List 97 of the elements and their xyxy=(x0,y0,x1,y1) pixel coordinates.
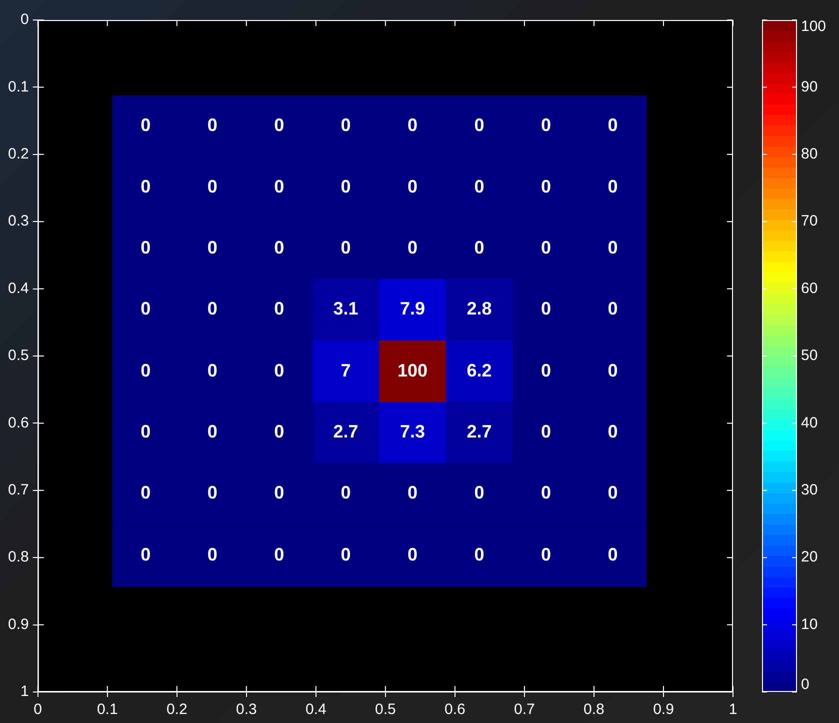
color-bar-label: 40 xyxy=(801,414,818,432)
y-tick-label: 0 xyxy=(20,11,29,28)
data-label: 0 xyxy=(340,176,351,196)
data-label: 0 xyxy=(474,544,484,565)
x-tick-label: 0.6 xyxy=(444,701,466,718)
x-tick-label: 0.5 xyxy=(374,701,396,718)
x-tick-label: 0.7 xyxy=(514,701,535,718)
y-tick-label: 0.1 xyxy=(8,78,29,96)
data-label: 0 xyxy=(274,482,284,503)
data-label: 0 xyxy=(207,115,218,136)
data-label: 0 xyxy=(140,422,151,442)
y-tick-label: 1 xyxy=(20,683,29,700)
data-label: 0 xyxy=(608,544,618,565)
data-label: 3.1 xyxy=(333,298,358,319)
data-label: 0 xyxy=(540,482,552,503)
data-label: 0 xyxy=(408,176,418,196)
y-tick-label: 0.7 xyxy=(8,482,29,499)
data-label: 0 xyxy=(140,360,151,380)
y-tick-label: 0.4 xyxy=(8,280,29,297)
data-label: 2.7 xyxy=(333,422,358,442)
color-bar-label: 0 xyxy=(801,676,810,694)
data-label: 0 xyxy=(274,422,284,442)
data-label: 0 xyxy=(340,237,351,258)
color-bar-label: 50 xyxy=(801,347,818,364)
data-label: 0 xyxy=(274,298,284,319)
data-label: 0 xyxy=(140,237,151,258)
data-label: 0 xyxy=(608,298,618,319)
y-tick-label: 0.2 xyxy=(8,146,29,163)
data-label: 0 xyxy=(207,360,218,380)
data-label: 0 xyxy=(474,237,484,258)
y-tick-label: 0.5 xyxy=(8,347,29,364)
data-label: 0 xyxy=(274,237,284,258)
data-label: 0 xyxy=(474,176,484,196)
data-label: 0 xyxy=(608,360,618,380)
data-label: 0 xyxy=(474,482,484,503)
color-bar-label: 30 xyxy=(801,482,818,499)
data-label: 0 xyxy=(608,176,618,196)
data-label: 0 xyxy=(140,176,151,196)
data-label: 0 xyxy=(140,115,151,136)
x-tick-label: 0.2 xyxy=(166,701,188,718)
color-bar-label: 70 xyxy=(801,212,818,230)
data-label: 2.7 xyxy=(466,422,492,442)
data-label: 0 xyxy=(540,422,552,442)
data-label: 0 xyxy=(207,482,218,503)
data-label: 0 xyxy=(207,298,218,319)
x-tick-label: 0 xyxy=(34,701,42,718)
x-tick-label: 1 xyxy=(728,701,738,718)
data-label: 0 xyxy=(474,115,484,136)
data-label: 0 xyxy=(340,482,351,503)
data-label: 0 xyxy=(608,115,618,136)
x-tick-label: 0.1 xyxy=(96,701,118,718)
data-label: 0 xyxy=(408,544,418,565)
data-label: 6.2 xyxy=(466,360,492,380)
data-label: 7.9 xyxy=(400,298,426,319)
data-label: 0 xyxy=(140,298,151,319)
data-label: 0 xyxy=(608,482,618,503)
data-label: 0 xyxy=(274,544,284,565)
color-bar-label: 20 xyxy=(801,548,818,566)
data-label: 0 xyxy=(140,482,151,503)
y-tick-label: 0.6 xyxy=(8,414,29,432)
color-bar-label: 100 xyxy=(801,18,826,36)
data-label: 0 xyxy=(540,115,552,136)
data-label: 0 xyxy=(207,176,218,196)
data-label: 100 xyxy=(398,360,428,380)
x-tick-label: 0.3 xyxy=(236,701,257,718)
data-label: 0 xyxy=(140,544,151,565)
y-tick-label: 0.9 xyxy=(8,616,29,633)
x-tick-label: 0.8 xyxy=(584,701,604,718)
color-bar-label: 80 xyxy=(801,146,818,163)
color-bar-label: 60 xyxy=(801,280,818,297)
data-label: 0 xyxy=(274,360,284,380)
y-tick-label: 0.3 xyxy=(8,212,29,230)
data-label: 0 xyxy=(540,544,552,565)
data-label: 0 xyxy=(540,237,552,258)
data-label: 0 xyxy=(274,176,284,196)
data-label: 0 xyxy=(608,237,618,258)
data-label: 0 xyxy=(340,544,351,565)
color-bar-label: 10 xyxy=(801,616,818,633)
x-tick-label: 0.4 xyxy=(305,701,326,718)
data-label: 0 xyxy=(608,422,618,442)
data-label: 2.8 xyxy=(466,298,492,319)
x-tick-label: 0.9 xyxy=(653,701,674,718)
data-label: 0 xyxy=(207,544,218,565)
y-tick-label: 0.8 xyxy=(8,548,29,566)
data-label: 7.3 xyxy=(400,422,426,442)
data-label: 0 xyxy=(408,115,418,136)
data-label: 0 xyxy=(408,237,418,258)
data-label: 0 xyxy=(207,237,218,258)
data-label: 0 xyxy=(207,422,218,442)
data-label: 0 xyxy=(540,176,552,196)
data-label: 7 xyxy=(340,360,351,380)
data-label: 0 xyxy=(274,115,284,136)
data-label: 0 xyxy=(408,482,418,503)
data-label: 0 xyxy=(340,115,351,136)
data-label: 0 xyxy=(540,360,552,380)
color-bar-label: 90 xyxy=(801,78,818,96)
data-label: 0 xyxy=(540,298,552,319)
